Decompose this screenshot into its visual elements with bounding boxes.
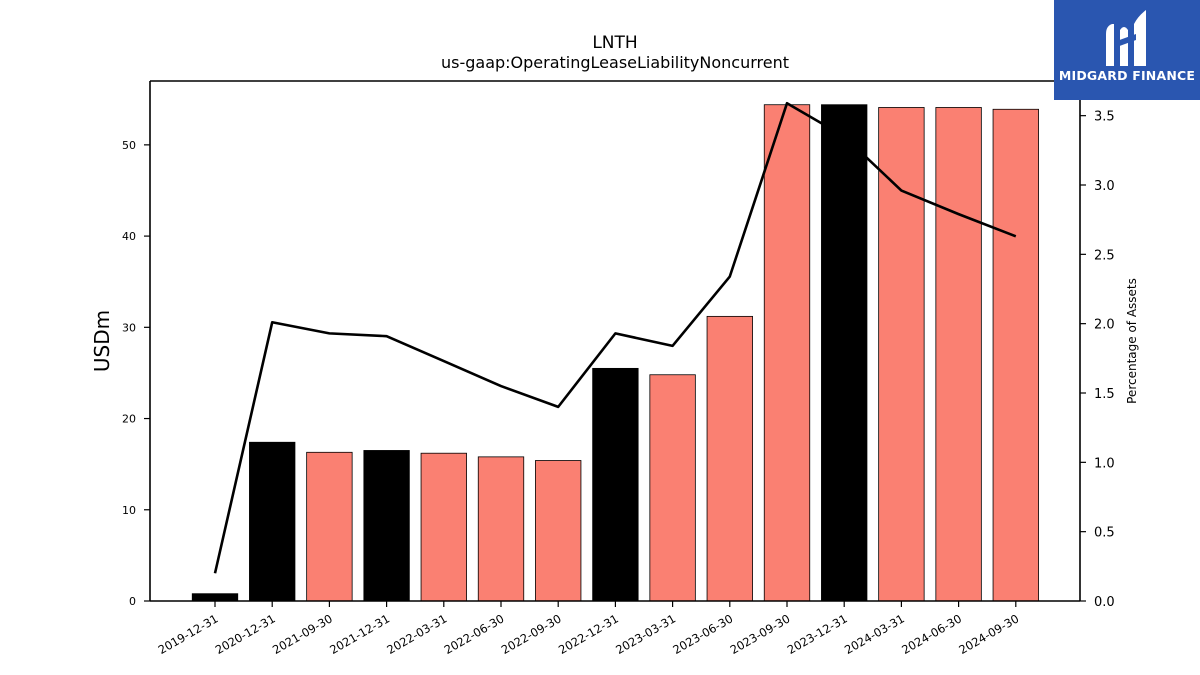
bar-2024-09-30 <box>992 108 1039 602</box>
bar-2023-03-31 <box>649 374 696 602</box>
chart-title: LNTH <box>592 33 637 53</box>
y2-axis-label: Percentage of Assets <box>1125 278 1139 404</box>
y-tick-label: 0 <box>129 595 136 608</box>
midgard-logo-icon <box>1106 10 1146 66</box>
chart-subtitle: us-gaap:OperatingLeaseLiabilityNoncurren… <box>441 53 789 72</box>
y2-tick-label: 0.5 <box>1094 526 1115 541</box>
y2-tick-label: 3.0 <box>1094 179 1115 194</box>
x-tick-label: 2021-09-30 <box>270 611 335 657</box>
bar-2023-12-31 <box>821 104 868 602</box>
bar-2021-09-30 <box>306 451 353 602</box>
bar-2020-12-31 <box>249 441 296 602</box>
y-axis-label: USDm <box>90 310 114 372</box>
x-tick-label: 2024-06-30 <box>899 611 964 657</box>
bar-2022-03-31 <box>420 452 467 602</box>
line-group <box>213 101 1017 574</box>
x-tick-label: 2023-03-31 <box>613 611 678 657</box>
y2-tick-label: 1.0 <box>1094 456 1115 471</box>
y-tick-label: 40 <box>122 230 136 243</box>
y2-tick-label: 0.0 <box>1094 595 1115 610</box>
bars-group <box>191 104 1039 602</box>
x-tick-label: 2021-12-31 <box>327 611 392 657</box>
y-tick-label: 50 <box>122 139 136 152</box>
y-tick-label: 30 <box>122 321 136 334</box>
bar-2022-09-30 <box>535 460 582 602</box>
y2-tick-label: 2.0 <box>1094 318 1115 333</box>
logo-text: MIDGARD FINANCE <box>1058 68 1196 83</box>
bar-2023-09-30 <box>763 104 811 602</box>
y2-tick-label: 1.5 <box>1094 387 1115 402</box>
y2-tick-label: 2.5 <box>1094 248 1115 263</box>
x-tick-label: 2022-06-30 <box>442 611 507 657</box>
bar-2022-12-31 <box>592 367 639 602</box>
x-tick-label: 2023-12-31 <box>785 611 850 657</box>
bar-2023-06-30 <box>706 315 753 602</box>
x-tick-label: 2023-06-30 <box>670 611 735 657</box>
y-tick-label: 20 <box>122 413 136 426</box>
x-tick-label: 2020-12-31 <box>213 611 278 657</box>
x-tick-label: 2022-09-30 <box>499 611 564 657</box>
x-tick-label: 2022-03-31 <box>384 611 449 657</box>
x-tick-label: 2023-09-30 <box>728 611 793 657</box>
bar-2022-06-30 <box>477 456 525 602</box>
x-tick-label: 2019-12-31 <box>156 611 221 657</box>
bar-2021-12-31 <box>363 450 410 602</box>
midgard-finance-logo: MIDGARD FINANCE <box>1054 0 1200 100</box>
x-tick-label: 2024-03-31 <box>842 611 907 657</box>
percentage-line <box>213 101 1017 574</box>
x-tick-label: 2024-09-30 <box>956 611 1021 657</box>
y-tick-label: 10 <box>122 504 136 517</box>
x-tick-label: 2022-12-31 <box>556 611 621 657</box>
bar-2024-06-30 <box>935 107 982 602</box>
bar-2024-03-31 <box>878 107 925 602</box>
bar-2019-12-31 <box>191 593 239 602</box>
y2-tick-label: 3.5 <box>1094 110 1115 125</box>
